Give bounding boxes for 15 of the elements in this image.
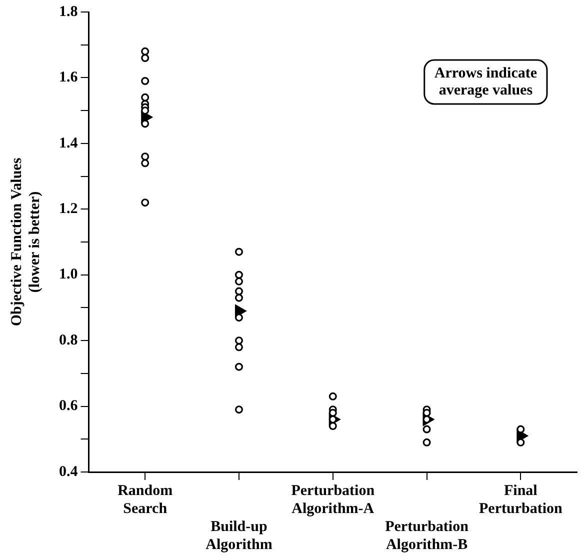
- x-tick-label: Perturbation Algorithm-B: [385, 518, 470, 553]
- x-tick-label: Perturbation Algorithm-A: [291, 482, 376, 517]
- y-tick-label: 0.4: [59, 464, 78, 480]
- x-tick-label: Random Search: [118, 482, 174, 517]
- y-tick-label: 1.4: [59, 135, 78, 152]
- x-tick-label: Final Perturbation: [479, 482, 563, 517]
- y-tick-label: 0.6: [59, 398, 78, 414]
- annotation: Arrows indicate average values: [434, 65, 538, 98]
- y-tick-label: 1.8: [59, 4, 78, 20]
- y-tick-label: 1.0: [59, 266, 78, 283]
- y-tick-label: 1.2: [59, 201, 78, 218]
- y-axis-title: Objective Function Values (lower is better): [8, 158, 43, 326]
- x-tick-label: Build-up Algorithm: [206, 518, 273, 553]
- y-tick-label: 0.8: [59, 332, 78, 348]
- y-tick-label: 1.6: [59, 70, 78, 86]
